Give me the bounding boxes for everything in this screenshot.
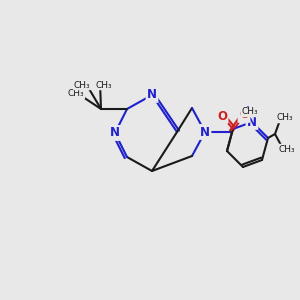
Text: O: O bbox=[239, 109, 249, 122]
Text: CH₃: CH₃ bbox=[74, 80, 90, 89]
Text: CH₃: CH₃ bbox=[96, 80, 112, 89]
Text: CH₃: CH₃ bbox=[242, 107, 258, 116]
Text: CH₃: CH₃ bbox=[279, 145, 295, 154]
Text: N: N bbox=[200, 125, 210, 139]
Text: N: N bbox=[247, 116, 257, 128]
Text: N: N bbox=[147, 88, 157, 101]
Text: CH₃: CH₃ bbox=[68, 89, 84, 98]
Text: N: N bbox=[110, 127, 120, 140]
Text: O: O bbox=[217, 110, 227, 122]
Text: CH₃: CH₃ bbox=[277, 113, 293, 122]
